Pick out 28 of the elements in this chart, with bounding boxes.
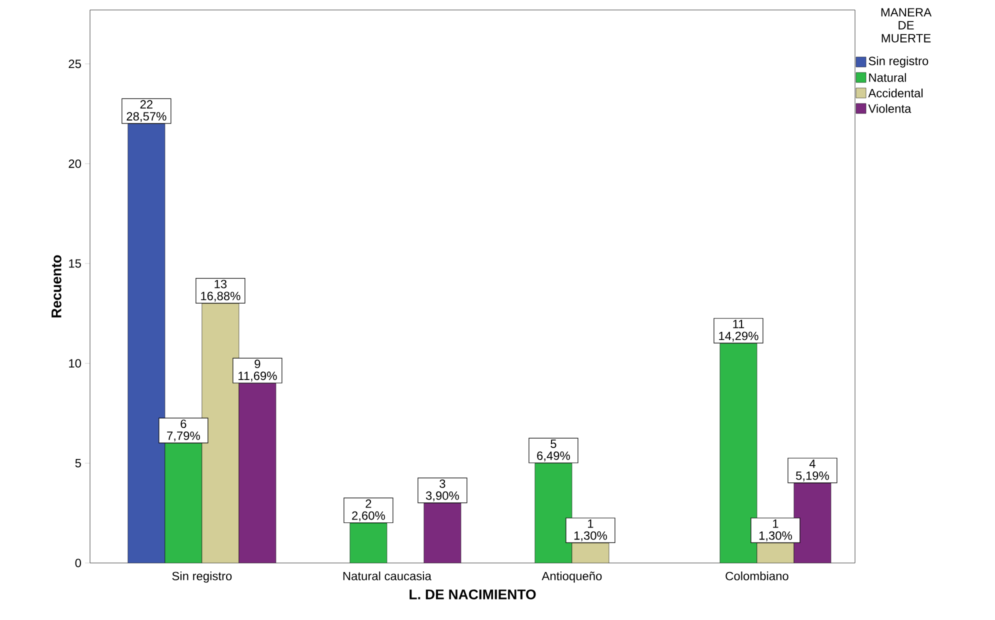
- data-label: 1 1,30%: [759, 520, 792, 542]
- data-label: 22 28,57%: [126, 100, 166, 122]
- x-axis-title: L. DE NACIMIENTO: [410, 589, 536, 600]
- y-tick-label: 15: [69, 259, 81, 268]
- y-axis-title: Recuento: [52, 255, 62, 318]
- data-label: 4 5,19%: [796, 460, 829, 482]
- legend-label: Natural: [869, 73, 906, 82]
- data-label: 9 11,69%: [238, 360, 277, 382]
- y-tick-label: 10: [69, 359, 82, 368]
- data-label: 5 6,49%: [537, 440, 570, 462]
- x-tick-label: Colombiano: [726, 572, 788, 580]
- data-label: 2 2,60%: [352, 499, 385, 522]
- y-tick-label: 20: [68, 159, 82, 168]
- legend-label: Accidental: [868, 88, 923, 98]
- data-label: 1 1,30%: [574, 520, 607, 542]
- data-label: 6 7,79%: [167, 420, 200, 442]
- legend-label: Sin registro: [868, 56, 928, 68]
- data-label: 3 3,90%: [426, 479, 459, 502]
- legend-label: Violenta: [868, 104, 912, 113]
- y-tick-label: 25: [68, 60, 81, 68]
- x-tick-label: Antioqueño: [542, 572, 602, 583]
- legend-title: MANERA DE MUERTE: [881, 8, 932, 42]
- x-tick-label: Natural caucasia: [343, 572, 432, 580]
- y-tick-label: 0: [75, 558, 82, 568]
- x-tick-label: Sin registro: [172, 572, 232, 583]
- data-label: 11 14,29%: [719, 320, 758, 342]
- y-tick-label: 5: [75, 459, 81, 468]
- data-label: 13 16,88%: [201, 280, 240, 302]
